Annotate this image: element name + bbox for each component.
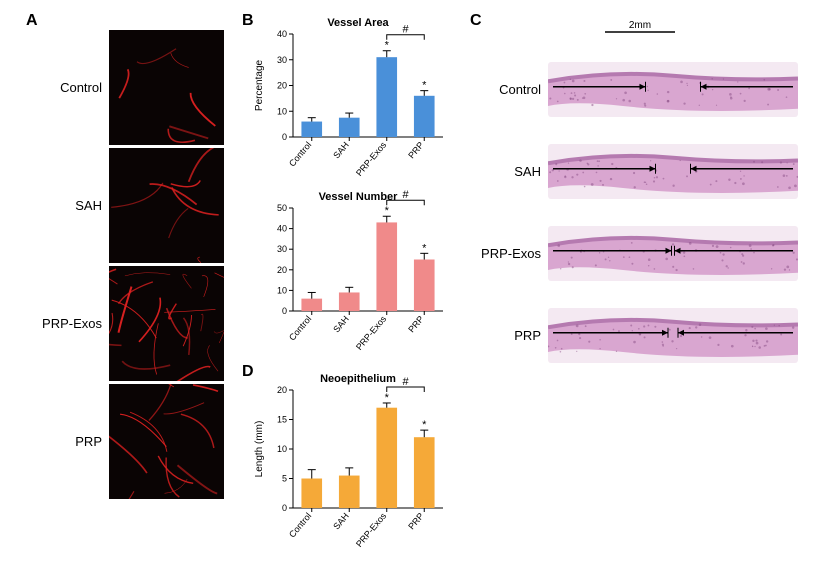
svg-text:10: 10 bbox=[277, 285, 287, 295]
svg-text:*: * bbox=[422, 242, 427, 254]
svg-text:Neoepithelium: Neoepithelium bbox=[320, 373, 396, 385]
scale-text: 2mm bbox=[629, 20, 651, 31]
svg-text:Control: Control bbox=[287, 511, 313, 540]
histology-image bbox=[548, 226, 798, 281]
chart-vessel-number: Vessel Number 0 10 20 30 40 50 Control SAH * PRP-E… bbox=[248, 188, 448, 353]
svg-text:PRP-Exos: PRP-Exos bbox=[354, 510, 389, 549]
svg-text:Percentage: Percentage bbox=[254, 59, 265, 111]
histology-image bbox=[548, 308, 798, 363]
panel-a-cond-label: SAH bbox=[40, 198, 102, 213]
panel-c-cond-label: PRP-Exos bbox=[473, 246, 541, 261]
svg-text:SAH: SAH bbox=[331, 140, 351, 161]
panel-c-cond-label: SAH bbox=[473, 164, 541, 179]
svg-text:20: 20 bbox=[277, 265, 287, 275]
scale-bar: 2mm bbox=[595, 18, 685, 41]
chart-vessel-area: Vessel Area 0 10 20 30 40 Percentage Control SAH… bbox=[248, 14, 448, 179]
svg-text:#: # bbox=[402, 24, 409, 36]
svg-text:15: 15 bbox=[277, 415, 287, 425]
panel-c-cond-label: PRP bbox=[473, 328, 541, 343]
svg-text:20: 20 bbox=[277, 385, 287, 395]
microscopy-image bbox=[109, 30, 224, 145]
svg-text:Length (mm): Length (mm) bbox=[254, 421, 265, 478]
microscopy-image bbox=[109, 148, 224, 263]
svg-text:Control: Control bbox=[287, 314, 313, 343]
svg-text:*: * bbox=[385, 392, 390, 404]
histology-image bbox=[548, 62, 798, 117]
panel-a-cond-label: PRP bbox=[40, 434, 102, 449]
svg-text:30: 30 bbox=[277, 55, 287, 65]
svg-text:*: * bbox=[385, 40, 390, 52]
svg-text:PRP-Exos: PRP-Exos bbox=[354, 313, 389, 352]
svg-text:PRP: PRP bbox=[406, 314, 426, 335]
panel-a-cond-label: Control bbox=[40, 80, 102, 95]
svg-text:SAH: SAH bbox=[331, 314, 351, 335]
svg-text:0: 0 bbox=[282, 132, 287, 142]
svg-text:0: 0 bbox=[282, 503, 287, 513]
panel-c-label: C bbox=[470, 12, 482, 30]
svg-text:20: 20 bbox=[277, 81, 287, 91]
svg-text:50: 50 bbox=[277, 203, 287, 213]
svg-text:Vessel Area: Vessel Area bbox=[327, 17, 389, 29]
svg-text:*: * bbox=[422, 80, 427, 92]
svg-text:40: 40 bbox=[277, 29, 287, 39]
svg-text:#: # bbox=[402, 189, 409, 201]
svg-text:10: 10 bbox=[277, 444, 287, 454]
svg-text:PRP: PRP bbox=[406, 140, 426, 161]
panel-a-cond-label: PRP-Exos bbox=[40, 316, 102, 331]
svg-text:PRP: PRP bbox=[406, 511, 426, 532]
microscopy-image bbox=[109, 266, 224, 381]
svg-text:#: # bbox=[402, 376, 409, 388]
svg-text:0: 0 bbox=[282, 306, 287, 316]
svg-text:PRP-Exos: PRP-Exos bbox=[354, 139, 389, 178]
panel-c-cond-label: Control bbox=[473, 82, 541, 97]
chart-neoepithelium: Neoepithelium 0 5 10 15 20 Length (mm) Control S… bbox=[248, 370, 448, 550]
svg-text:30: 30 bbox=[277, 244, 287, 254]
svg-text:Control: Control bbox=[287, 140, 313, 169]
panel-a-label: A bbox=[26, 12, 38, 30]
histology-image bbox=[548, 144, 798, 199]
microscopy-image bbox=[109, 384, 224, 499]
svg-text:40: 40 bbox=[277, 224, 287, 234]
svg-text:10: 10 bbox=[277, 106, 287, 116]
svg-text:SAH: SAH bbox=[331, 511, 351, 532]
svg-text:5: 5 bbox=[282, 474, 287, 484]
svg-text:*: * bbox=[385, 205, 390, 217]
svg-text:*: * bbox=[422, 419, 427, 431]
svg-text:Vessel Number: Vessel Number bbox=[319, 191, 399, 203]
